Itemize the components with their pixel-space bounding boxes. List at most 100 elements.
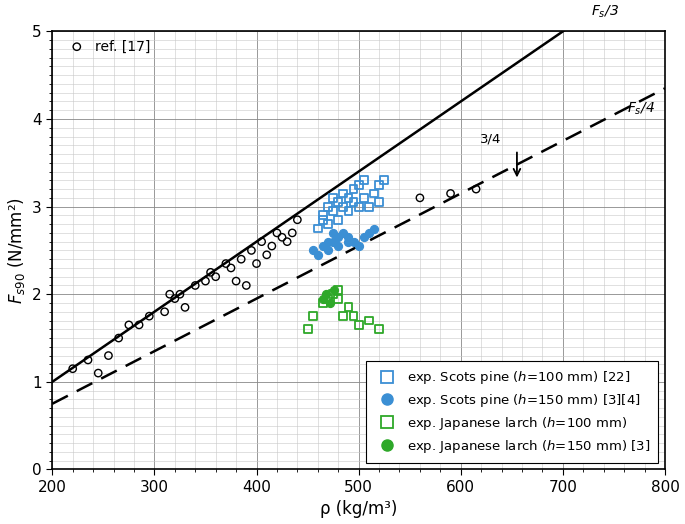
Point bbox=[312, 250, 323, 259]
Point bbox=[353, 202, 364, 211]
Point bbox=[338, 202, 349, 211]
Point bbox=[369, 189, 379, 198]
Point bbox=[333, 198, 344, 206]
Point bbox=[343, 207, 354, 215]
Point bbox=[164, 290, 175, 299]
Point bbox=[353, 242, 364, 250]
Point bbox=[358, 233, 369, 242]
Point bbox=[67, 365, 78, 373]
Point bbox=[92, 369, 103, 377]
Point bbox=[373, 198, 384, 206]
Point bbox=[353, 181, 364, 189]
Point bbox=[292, 215, 303, 224]
Point bbox=[251, 259, 262, 268]
Point bbox=[317, 215, 328, 224]
Point bbox=[373, 325, 384, 333]
Point bbox=[323, 237, 334, 246]
Point bbox=[317, 299, 328, 307]
Point bbox=[445, 189, 456, 198]
Point bbox=[358, 194, 369, 202]
Point bbox=[266, 242, 277, 250]
Text: ref. [17]: ref. [17] bbox=[95, 40, 151, 54]
Point bbox=[321, 290, 332, 299]
Point bbox=[353, 321, 364, 329]
Point bbox=[369, 224, 379, 233]
Point bbox=[358, 176, 369, 184]
Text: 3/4: 3/4 bbox=[480, 132, 501, 145]
Point bbox=[179, 303, 190, 312]
Point bbox=[343, 233, 354, 242]
Y-axis label: $F_{s90}$ (N/mm²): $F_{s90}$ (N/mm²) bbox=[5, 197, 27, 304]
Point bbox=[327, 290, 338, 299]
Point bbox=[343, 237, 354, 246]
Point bbox=[261, 250, 272, 259]
Point bbox=[333, 242, 344, 250]
Point bbox=[325, 299, 336, 307]
Point bbox=[333, 286, 344, 294]
Point bbox=[134, 321, 145, 329]
Point bbox=[471, 185, 482, 193]
Point bbox=[363, 228, 374, 237]
Point bbox=[210, 272, 221, 281]
Point bbox=[338, 312, 349, 320]
Point bbox=[256, 237, 267, 246]
Point bbox=[323, 246, 334, 255]
Point bbox=[159, 308, 170, 316]
Point bbox=[82, 356, 93, 364]
Point bbox=[348, 198, 359, 206]
Point bbox=[71, 42, 82, 51]
Point bbox=[327, 194, 338, 202]
Point bbox=[348, 185, 359, 193]
Point bbox=[282, 237, 292, 246]
Point bbox=[329, 286, 340, 294]
Text: $F_s$/3: $F_s$/3 bbox=[591, 3, 619, 20]
Point bbox=[317, 211, 328, 220]
Point bbox=[190, 281, 201, 290]
Point bbox=[333, 233, 344, 242]
Point bbox=[221, 259, 232, 268]
Point bbox=[236, 255, 247, 264]
Point bbox=[338, 189, 349, 198]
Point bbox=[343, 303, 354, 312]
Legend: exp. Scots pine ($h$=100 mm) [22], exp. Scots pine ($h$=150 mm) [3][4], exp. Jap: exp. Scots pine ($h$=100 mm) [22], exp. … bbox=[366, 361, 658, 463]
Point bbox=[144, 312, 155, 320]
X-axis label: ρ (kg/m³): ρ (kg/m³) bbox=[320, 500, 397, 518]
Point bbox=[123, 321, 134, 329]
Point bbox=[205, 268, 216, 277]
Point bbox=[271, 228, 282, 237]
Point bbox=[363, 202, 374, 211]
Point bbox=[246, 246, 257, 255]
Point bbox=[373, 181, 384, 189]
Point bbox=[169, 294, 180, 303]
Point bbox=[231, 277, 242, 285]
Point bbox=[113, 334, 124, 342]
Point bbox=[323, 202, 334, 211]
Point bbox=[348, 237, 359, 246]
Point bbox=[343, 194, 354, 202]
Point bbox=[312, 224, 323, 233]
Point bbox=[287, 228, 298, 237]
Point bbox=[379, 176, 390, 184]
Point bbox=[323, 220, 334, 228]
Point bbox=[317, 294, 328, 303]
Point bbox=[327, 207, 338, 215]
Point bbox=[333, 294, 344, 303]
Text: $F_s$/4: $F_s$/4 bbox=[627, 101, 655, 117]
Point bbox=[225, 264, 236, 272]
Point bbox=[414, 194, 425, 202]
Point bbox=[241, 281, 252, 290]
Point bbox=[317, 242, 328, 250]
Point bbox=[200, 277, 211, 285]
Point bbox=[333, 215, 344, 224]
Point bbox=[302, 325, 313, 333]
Point bbox=[277, 233, 288, 242]
Point bbox=[327, 237, 338, 246]
Point bbox=[363, 316, 374, 325]
Point bbox=[323, 294, 334, 303]
Point bbox=[307, 312, 318, 320]
Point bbox=[327, 228, 338, 237]
Point bbox=[338, 228, 349, 237]
Point bbox=[307, 246, 318, 255]
Point bbox=[175, 290, 186, 299]
Point bbox=[103, 352, 114, 360]
